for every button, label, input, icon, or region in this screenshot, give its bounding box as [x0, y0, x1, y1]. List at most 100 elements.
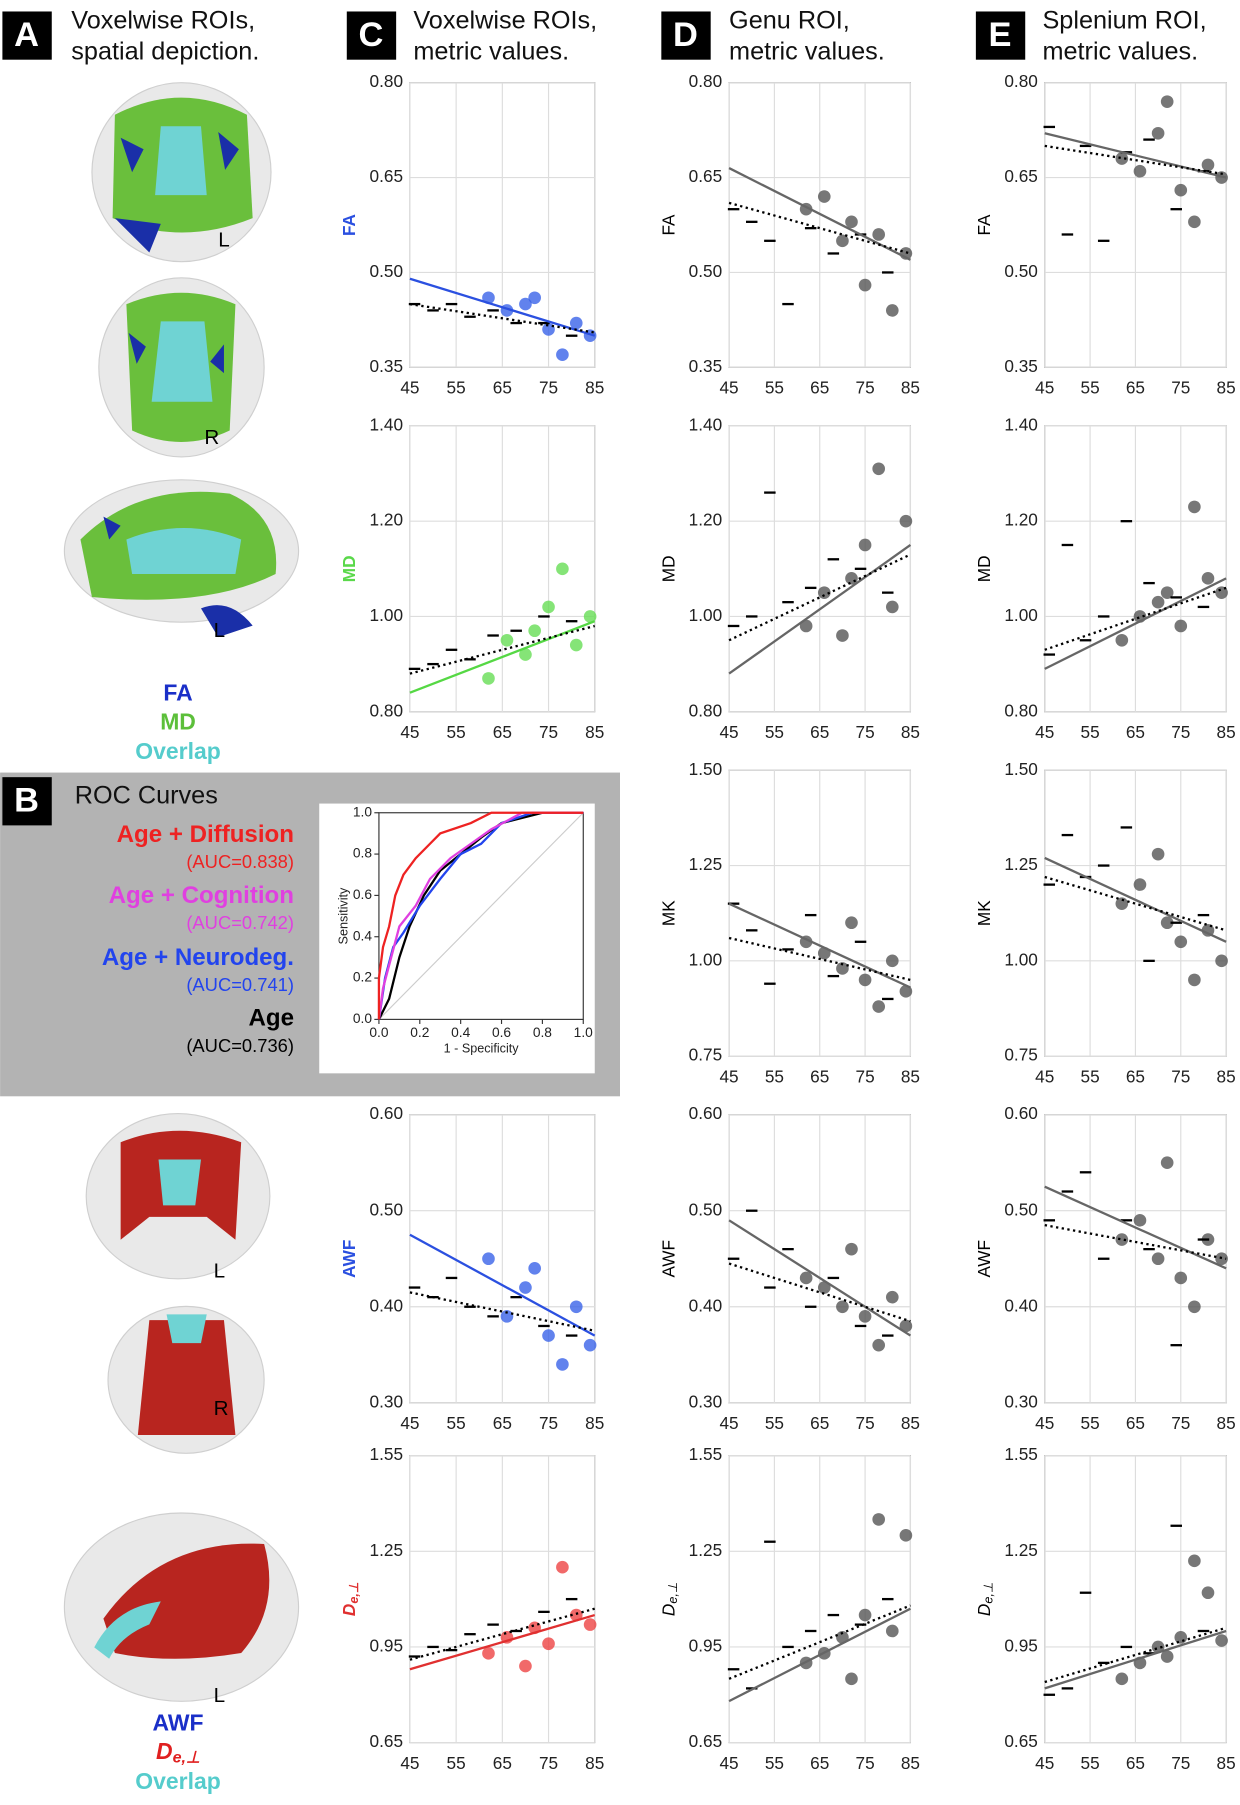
y-tick-label: 0.2 [353, 970, 372, 985]
header-line: spatial depiction. [71, 37, 259, 65]
y-axis-label-main: D [658, 1604, 678, 1616]
data-point [1151, 1640, 1165, 1654]
x-tick-label: 75 [1171, 1753, 1190, 1773]
x-tick-label: 85 [585, 722, 604, 742]
x-tick-label: 85 [901, 1753, 920, 1773]
y-tick-label: 0.40 [370, 1295, 403, 1315]
y-axis-label-sub: e,⊥ [666, 1582, 680, 1604]
y-axis-label: MK [658, 900, 678, 926]
y-axis-label: AWF [658, 1240, 678, 1278]
data-point [1174, 183, 1188, 197]
data-point [1160, 916, 1174, 930]
y-axis-label: MD [658, 555, 678, 582]
y-tick-label: 0.8 [353, 846, 372, 861]
data-point [836, 234, 849, 248]
x-tick-label: 65 [810, 1413, 829, 1433]
x-tick-label: 85 [1217, 1413, 1236, 1433]
x-tick-label: 65 [1126, 1413, 1145, 1433]
trend-line [409, 1613, 596, 1671]
x-tick-label: 75 [856, 1413, 875, 1433]
y-axis-label-main: FA [974, 214, 994, 236]
data-point [1160, 1650, 1174, 1663]
auc-label: (AUC=0.838) [186, 851, 294, 872]
y-axis-label: AWF [974, 1240, 994, 1278]
y-tick-label: 0.50 [689, 261, 722, 281]
data-point [1215, 954, 1228, 968]
y-axis-label: AWF [339, 1240, 359, 1278]
x-tick-label: 0.6 [492, 1025, 511, 1040]
data-point [519, 648, 532, 661]
data-point [836, 629, 849, 642]
roc-curve [377, 811, 584, 1020]
trend-line [1044, 132, 1227, 179]
legend-entry: Age [248, 1005, 294, 1032]
x-tick-label: 85 [901, 722, 920, 742]
data-point [858, 973, 872, 987]
data-point [542, 1637, 555, 1651]
legend-entry: Age + Diffusion [117, 821, 294, 848]
y-axis-label-main: MK [658, 900, 678, 926]
x-tick-label: 45 [1035, 722, 1054, 742]
header-line: Genu ROI, [729, 6, 850, 34]
trend-line-dotted [409, 302, 595, 334]
header-line: metric values. [1042, 37, 1198, 65]
y-tick-label: 0.50 [370, 261, 403, 281]
panel-b-title: ROC Curves [75, 781, 218, 809]
data-point [556, 348, 569, 362]
brain-render [85, 1112, 271, 1280]
data-point [1174, 935, 1188, 949]
y-tick-label: 0.35 [370, 356, 403, 376]
x-tick-label: 75 [539, 722, 558, 742]
header-line: metric values. [413, 37, 569, 65]
data-point [817, 190, 831, 203]
x-tick-label: 75 [539, 378, 558, 398]
x-tick-label: 55 [1081, 1066, 1100, 1086]
x-tick-label: 65 [810, 722, 829, 742]
data-point [1160, 95, 1174, 108]
data-point [899, 514, 913, 528]
data-point [885, 1290, 899, 1304]
y-axis-label-main: D [974, 1604, 994, 1616]
data-point [885, 954, 899, 968]
data-point [872, 1513, 886, 1526]
y-tick-label: 0.50 [1004, 1199, 1037, 1219]
header-line: Voxelwise ROIs, [71, 6, 255, 34]
data-point [858, 1608, 872, 1622]
y-tick-label: 0.65 [1004, 1731, 1037, 1751]
y-tick-label: 0.35 [1004, 356, 1037, 376]
x-tick-label: 45 [400, 1753, 419, 1773]
y-tick-label: 0.6 [353, 887, 372, 902]
trend-line [728, 544, 912, 675]
trend-line-dotted [1044, 144, 1227, 176]
data-point [556, 562, 569, 576]
x-tick-label: 55 [1081, 722, 1100, 742]
legend-de: De,⊥ [156, 1738, 200, 1767]
data-point [1151, 1252, 1165, 1266]
y-tick-label: 1.55 [370, 1444, 403, 1464]
data-point [1188, 1300, 1201, 1314]
y-tick-label: 1.40 [1004, 414, 1037, 434]
y-tick-label: 0.80 [689, 71, 722, 91]
y-tick-label: 0.80 [370, 71, 403, 91]
auc-label: (AUC=0.741) [186, 974, 294, 995]
y-tick-label: 0.95 [1004, 1635, 1037, 1655]
header-line: metric values. [729, 37, 885, 65]
x-tick-label: 45 [719, 722, 738, 742]
x-tick-label: 55 [447, 722, 466, 742]
brain-orientation: L [214, 1259, 226, 1282]
data-point [1115, 633, 1129, 647]
x-tick-label: 75 [856, 378, 875, 398]
y-tick-label: 0.0 [353, 1011, 372, 1026]
y-tick-label: 0.80 [370, 700, 403, 720]
data-point [858, 278, 872, 292]
y-tick-label: 0.50 [370, 1199, 403, 1219]
y-axis-label: FA [339, 214, 359, 236]
legend-overlap: Overlap [135, 738, 220, 764]
y-tick-label: 1.25 [689, 1540, 722, 1560]
data-point [1133, 1214, 1147, 1227]
y-tick-label: 0.65 [689, 166, 722, 186]
data-point [1151, 595, 1165, 609]
roc-curve [377, 811, 584, 1020]
brain-render [107, 1305, 265, 1454]
